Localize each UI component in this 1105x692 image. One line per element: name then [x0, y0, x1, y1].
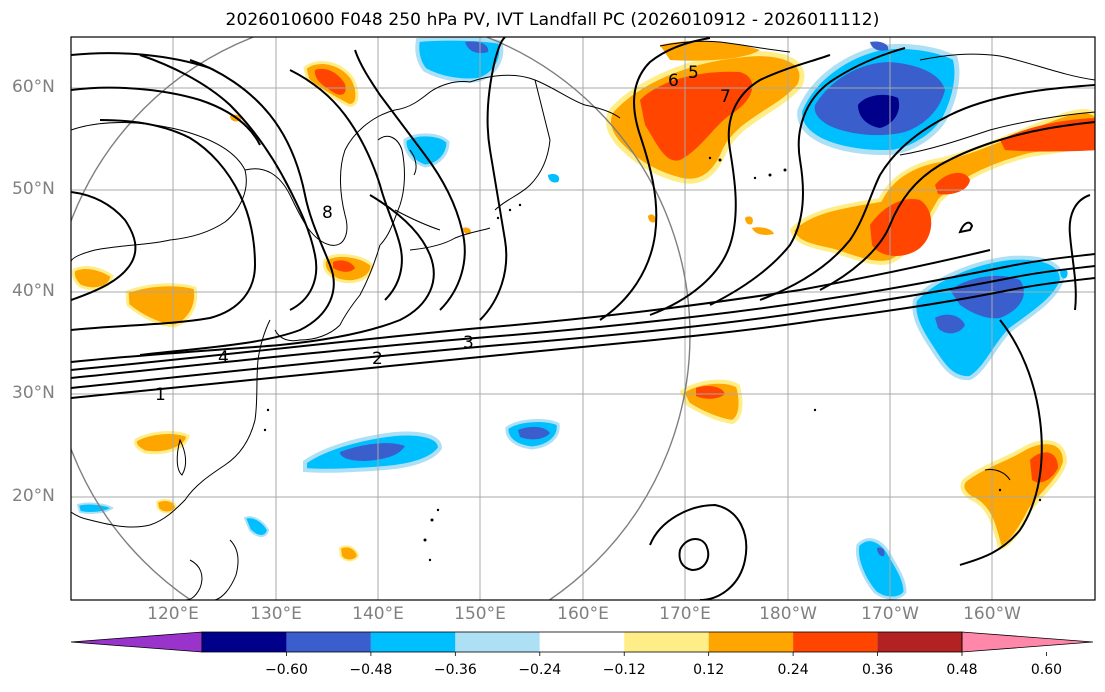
colorbar-box	[624, 632, 709, 652]
colorbar-tick-label: −0.60	[264, 662, 308, 678]
contour-labels: 1 2 3 4 5 6 7 8	[155, 63, 731, 405]
contour-label-5: 5	[688, 63, 699, 83]
lon-label-150e: 150°E	[454, 604, 506, 624]
lon-label-160e: 160°E	[557, 604, 609, 624]
lon-label-130e: 130°E	[250, 604, 302, 624]
lon-label-180w: 180°W	[759, 604, 817, 624]
positive-anomaly-shading	[71, 40, 1095, 562]
lat-label-40n: 40°N	[12, 281, 55, 301]
lon-label-160w: 160°W	[963, 604, 1021, 624]
colorbar-outline	[201, 631, 963, 653]
contour-label-1: 1	[155, 385, 166, 405]
colorbar-box	[708, 632, 794, 652]
colorbar-tick-label: −0.48	[349, 662, 393, 678]
colorbar	[70, 631, 1094, 656]
colorbar-tick-label: 0.12	[693, 662, 725, 678]
lon-label-140e: 140°E	[352, 604, 404, 624]
map-frame	[70, 36, 1096, 601]
lat-label-50n: 50°N	[12, 179, 55, 199]
contour-label-4: 4	[218, 348, 229, 368]
graticule	[71, 37, 1095, 600]
lat-label-30n: 30°N	[12, 383, 55, 403]
colorbar-box	[370, 632, 456, 652]
colorbar-tick-label: 0.24	[777, 662, 809, 678]
colorbar-box	[455, 632, 540, 652]
contour-label-2: 2	[372, 349, 383, 369]
lat-label-60n: 60°N	[12, 77, 55, 97]
map-title: 2026010600 F048 250 hPa PV, IVT Landfall…	[225, 10, 880, 30]
colorbar-extend-low	[70, 631, 203, 653]
colorbar-box	[286, 632, 371, 652]
colorbar-tick-label: 0.36	[861, 662, 894, 678]
contour-label-6: 6	[668, 71, 679, 91]
colorbar-tick-label: −0.36	[433, 662, 477, 678]
colorbar-box	[539, 632, 625, 652]
islands	[263, 156, 1042, 562]
colorbar-extend-high	[961, 631, 1094, 653]
contour-label-8: 8	[322, 203, 333, 223]
colorbar-box	[877, 632, 962, 652]
lat-label-20n: 20°N	[12, 486, 55, 506]
lon-label-120e: 120°E	[147, 604, 199, 624]
contour-label-3: 3	[463, 333, 474, 353]
colorbar-tick-label: −0.24	[518, 662, 562, 678]
colorbar-box	[202, 632, 287, 652]
lon-label-170e: 170°E	[659, 604, 711, 624]
pv-contours	[71, 37, 1095, 600]
colorbar-box	[793, 632, 878, 652]
contour-label-7: 7	[720, 87, 731, 107]
lon-label-170w: 170°W	[861, 604, 919, 624]
colorbar-tick-label: 0.60	[1030, 662, 1063, 678]
colorbar-tick-label: 0.48	[946, 662, 978, 678]
landfall-region-circle	[71, 37, 691, 600]
colorbar-tick-label: −0.12	[602, 662, 646, 678]
